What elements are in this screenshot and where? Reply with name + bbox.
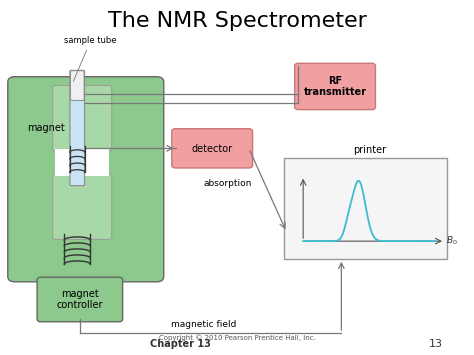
Text: magnetic field: magnetic field — [171, 321, 237, 329]
Text: RF
transmitter: RF transmitter — [304, 76, 367, 97]
Text: Chapter 13: Chapter 13 — [150, 339, 211, 349]
FancyBboxPatch shape — [70, 70, 84, 186]
Bar — [55, 149, 109, 176]
FancyBboxPatch shape — [295, 63, 375, 110]
Text: 13: 13 — [428, 339, 443, 349]
FancyBboxPatch shape — [8, 77, 164, 282]
FancyBboxPatch shape — [172, 129, 253, 168]
Bar — [284, 158, 447, 259]
Text: sample tube: sample tube — [64, 36, 117, 81]
Text: $B_0$: $B_0$ — [446, 235, 458, 247]
Text: printer: printer — [353, 144, 386, 154]
Text: detector: detector — [192, 143, 233, 153]
Text: Copyright © 2010 Pearson Prentice Hall, Inc.: Copyright © 2010 Pearson Prentice Hall, … — [159, 334, 315, 341]
Text: magnet: magnet — [27, 123, 64, 133]
FancyBboxPatch shape — [71, 71, 84, 100]
FancyBboxPatch shape — [37, 277, 123, 322]
FancyBboxPatch shape — [53, 86, 112, 151]
Text: magnet
controller: magnet controller — [57, 289, 103, 310]
Text: The NMR Spectrometer: The NMR Spectrometer — [108, 11, 366, 31]
FancyBboxPatch shape — [53, 174, 112, 239]
Text: absorption: absorption — [203, 179, 252, 188]
